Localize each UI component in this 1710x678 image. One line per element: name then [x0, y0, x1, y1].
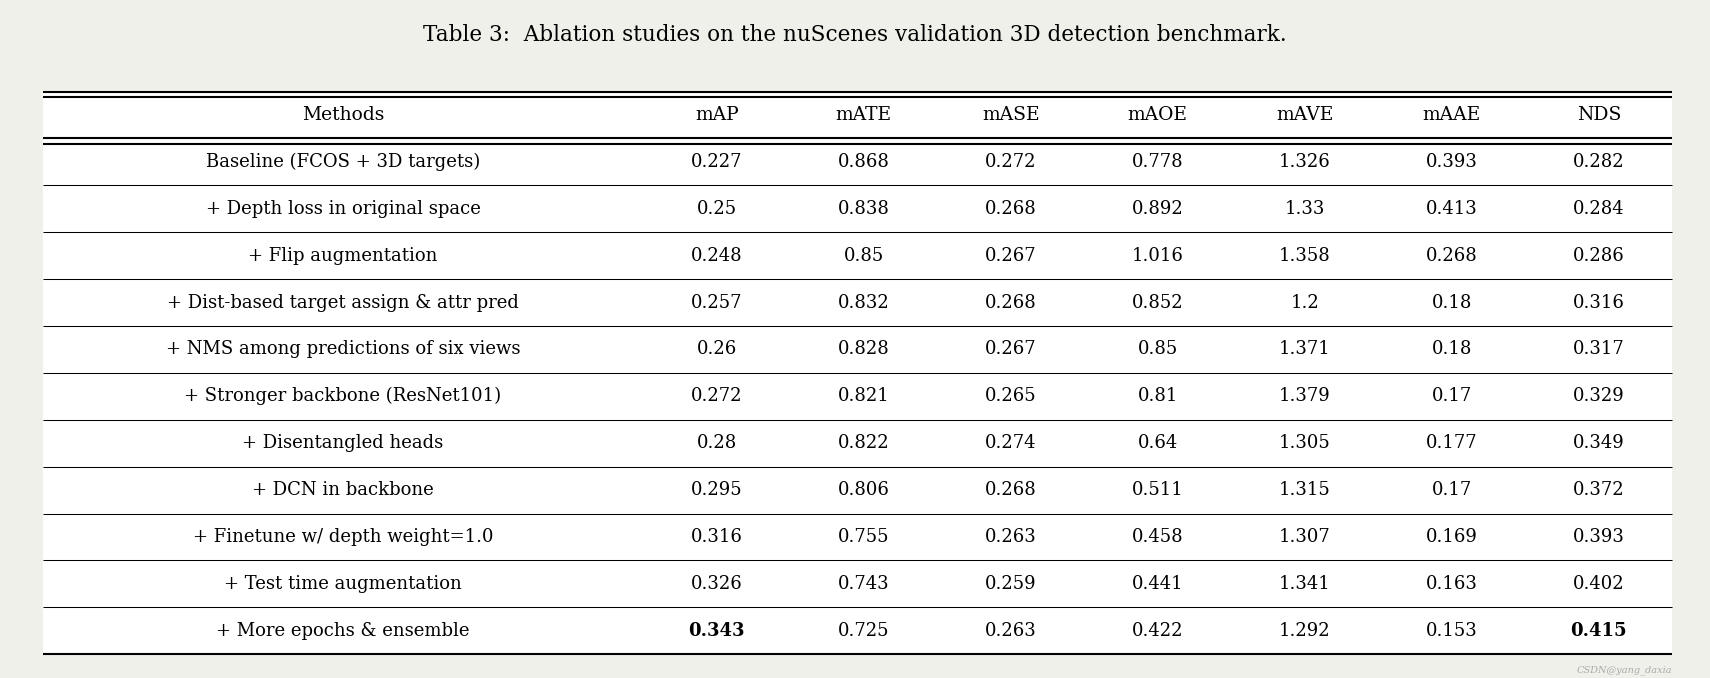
Text: 0.778: 0.778 [1132, 153, 1183, 171]
Text: + More epochs & ensemble: + More epochs & ensemble [215, 622, 470, 640]
Text: 0.838: 0.838 [838, 200, 889, 218]
Text: 0.272: 0.272 [691, 387, 742, 405]
Text: 0.18: 0.18 [1431, 340, 1472, 359]
Text: 0.257: 0.257 [691, 294, 742, 312]
Text: CSDN@yang_daxia: CSDN@yang_daxia [1577, 665, 1672, 675]
Text: 0.268: 0.268 [1426, 247, 1477, 264]
Text: + Stronger backbone (ResNet101): + Stronger backbone (ResNet101) [185, 387, 501, 405]
Text: mAVE: mAVE [1276, 106, 1334, 124]
Text: 0.511: 0.511 [1132, 481, 1183, 499]
Text: 0.832: 0.832 [838, 294, 889, 312]
Text: 1.315: 1.315 [1279, 481, 1330, 499]
Text: Methods: Methods [303, 106, 385, 124]
Text: 0.316: 0.316 [1573, 294, 1624, 312]
Text: 0.259: 0.259 [985, 575, 1036, 593]
Text: 1.33: 1.33 [1284, 200, 1325, 218]
Text: 0.177: 0.177 [1426, 434, 1477, 452]
Text: mAP: mAP [694, 106, 739, 124]
Text: + Depth loss in original space: + Depth loss in original space [205, 200, 481, 218]
Text: 0.274: 0.274 [985, 434, 1036, 452]
Text: 0.286: 0.286 [1573, 247, 1624, 264]
Text: 1.2: 1.2 [1291, 294, 1318, 312]
Text: 0.892: 0.892 [1132, 200, 1183, 218]
Text: 0.326: 0.326 [691, 575, 742, 593]
Text: Table 3:  Ablation studies on the nuScenes validation 3D detection benchmark.: Table 3: Ablation studies on the nuScene… [422, 24, 1288, 45]
Text: 0.267: 0.267 [985, 247, 1036, 264]
Text: 1.371: 1.371 [1279, 340, 1330, 359]
Text: 0.868: 0.868 [838, 153, 889, 171]
Text: 0.81: 0.81 [1137, 387, 1178, 405]
Text: + DCN in backbone: + DCN in backbone [251, 481, 434, 499]
Text: 0.64: 0.64 [1137, 434, 1178, 452]
Text: 0.263: 0.263 [985, 528, 1036, 546]
Text: 0.458: 0.458 [1132, 528, 1183, 546]
Text: 1.307: 1.307 [1279, 528, 1330, 546]
Text: 1.016: 1.016 [1132, 247, 1183, 264]
Text: NDS: NDS [1577, 106, 1621, 124]
Text: mATE: mATE [836, 106, 893, 124]
Text: + Flip augmentation: + Flip augmentation [248, 247, 438, 264]
Text: + Disentangled heads: + Disentangled heads [243, 434, 443, 452]
Text: Baseline (FCOS + 3D targets): Baseline (FCOS + 3D targets) [205, 153, 481, 171]
Text: 0.18: 0.18 [1431, 294, 1472, 312]
Text: 0.349: 0.349 [1573, 434, 1624, 452]
Text: 0.25: 0.25 [696, 200, 737, 218]
Text: 0.295: 0.295 [691, 481, 742, 499]
Text: 0.828: 0.828 [838, 340, 889, 359]
Text: 0.17: 0.17 [1431, 387, 1472, 405]
Text: 0.329: 0.329 [1573, 387, 1624, 405]
Text: 0.422: 0.422 [1132, 622, 1183, 640]
Text: + Test time augmentation: + Test time augmentation [224, 575, 462, 593]
Text: 0.85: 0.85 [843, 247, 884, 264]
Text: 0.821: 0.821 [838, 387, 889, 405]
Text: 0.725: 0.725 [838, 622, 889, 640]
Text: 1.292: 1.292 [1279, 622, 1330, 640]
Text: mAAE: mAAE [1423, 106, 1481, 124]
Text: 0.268: 0.268 [985, 294, 1036, 312]
Text: 0.415: 0.415 [1570, 622, 1628, 640]
Text: 0.822: 0.822 [838, 434, 889, 452]
Text: 0.263: 0.263 [985, 622, 1036, 640]
Text: + NMS among predictions of six views: + NMS among predictions of six views [166, 340, 520, 359]
Text: 0.28: 0.28 [696, 434, 737, 452]
Text: 0.282: 0.282 [1573, 153, 1624, 171]
Text: 1.341: 1.341 [1279, 575, 1330, 593]
Text: 0.852: 0.852 [1132, 294, 1183, 312]
Text: 0.755: 0.755 [838, 528, 889, 546]
Text: 0.806: 0.806 [838, 481, 889, 499]
Text: 0.317: 0.317 [1573, 340, 1624, 359]
Text: 0.268: 0.268 [985, 200, 1036, 218]
Text: 1.379: 1.379 [1279, 387, 1330, 405]
Text: mAOE: mAOE [1129, 106, 1188, 124]
Text: 0.316: 0.316 [691, 528, 742, 546]
Text: 0.413: 0.413 [1426, 200, 1477, 218]
Text: 0.265: 0.265 [985, 387, 1036, 405]
Text: 0.284: 0.284 [1573, 200, 1624, 218]
Text: 0.343: 0.343 [689, 622, 746, 640]
Text: + Finetune w/ depth weight=1.0: + Finetune w/ depth weight=1.0 [193, 528, 492, 546]
Text: 0.163: 0.163 [1426, 575, 1477, 593]
Text: 0.227: 0.227 [691, 153, 742, 171]
Text: 0.85: 0.85 [1137, 340, 1178, 359]
Text: mASE: mASE [982, 106, 1040, 124]
Text: 0.26: 0.26 [696, 340, 737, 359]
Text: 0.268: 0.268 [985, 481, 1036, 499]
Text: 0.393: 0.393 [1573, 528, 1624, 546]
Text: 0.441: 0.441 [1132, 575, 1183, 593]
Text: 0.743: 0.743 [838, 575, 889, 593]
Text: 1.358: 1.358 [1279, 247, 1330, 264]
Text: 0.272: 0.272 [985, 153, 1036, 171]
Text: 0.372: 0.372 [1573, 481, 1624, 499]
Bar [43, 92, 1672, 654]
Text: 1.326: 1.326 [1279, 153, 1330, 171]
Text: 0.17: 0.17 [1431, 481, 1472, 499]
Text: 0.267: 0.267 [985, 340, 1036, 359]
Text: 0.153: 0.153 [1426, 622, 1477, 640]
Text: 1.305: 1.305 [1279, 434, 1330, 452]
Text: 0.169: 0.169 [1426, 528, 1477, 546]
Text: + Dist-based target assign & attr pred: + Dist-based target assign & attr pred [168, 294, 518, 312]
Text: 0.402: 0.402 [1573, 575, 1624, 593]
Text: 0.393: 0.393 [1426, 153, 1477, 171]
Text: 0.248: 0.248 [691, 247, 742, 264]
